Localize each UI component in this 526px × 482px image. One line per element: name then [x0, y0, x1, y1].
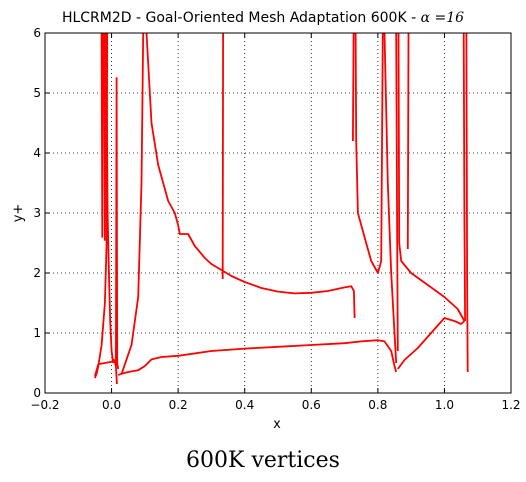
y-tick-label: 5 — [33, 86, 41, 100]
y-tick-label: 2 — [33, 266, 41, 280]
y-tick-label: 0 — [33, 386, 41, 400]
series-line — [352, 32, 355, 142]
x-tick-label: 0.2 — [169, 398, 188, 412]
series-line — [397, 317, 466, 370]
x-tick-label: 0.4 — [235, 398, 254, 412]
series-line — [103, 32, 107, 241]
series-line — [395, 32, 399, 352]
chart-title: HLCRM2D - Goal-Oriented Mesh Adaptation … — [62, 10, 464, 26]
series-line — [94, 359, 118, 385]
x-tick-label: 0.6 — [302, 398, 321, 412]
grid — [45, 33, 511, 393]
x-tick-label: 0.0 — [102, 398, 121, 412]
chart-title-math: α =16 — [421, 10, 465, 26]
series-line — [397, 32, 466, 322]
y-tick-label: 4 — [33, 146, 41, 160]
series-line — [462, 32, 466, 322]
series-line — [406, 32, 410, 250]
series-group — [94, 32, 469, 385]
series-line — [100, 32, 104, 238]
y-axis-label: y+ — [11, 204, 26, 223]
y-tick-label: 1 — [33, 326, 41, 340]
series-line — [94, 32, 109, 379]
series-line — [105, 32, 115, 364]
x-tick-label: 1.0 — [435, 398, 454, 412]
ticks: −0.2 0.0 0.2 0.4 0.6 0.8 1.0 1.2 0 1 2 3 4 5 6 — [30, 26, 520, 412]
x-tick-label: −0.2 — [30, 398, 59, 412]
figure-caption: 600K vertices — [186, 448, 340, 473]
series-line — [120, 32, 145, 375]
y-tick-label: 3 — [33, 206, 41, 220]
x-axis-label: x — [273, 417, 281, 432]
x-tick-label: 0.8 — [368, 398, 387, 412]
series-line — [383, 32, 398, 364]
y-tick-label: 6 — [33, 26, 41, 40]
series-line — [354, 32, 384, 274]
series-line — [145, 32, 356, 319]
series-line — [115, 77, 120, 370]
x-tick-label: 1.2 — [501, 398, 520, 412]
series-line — [117, 339, 398, 376]
chart-title-text: HLCRM2D - Goal-Oriented Mesh Adaptation … — [62, 10, 421, 26]
series-line — [465, 32, 469, 373]
